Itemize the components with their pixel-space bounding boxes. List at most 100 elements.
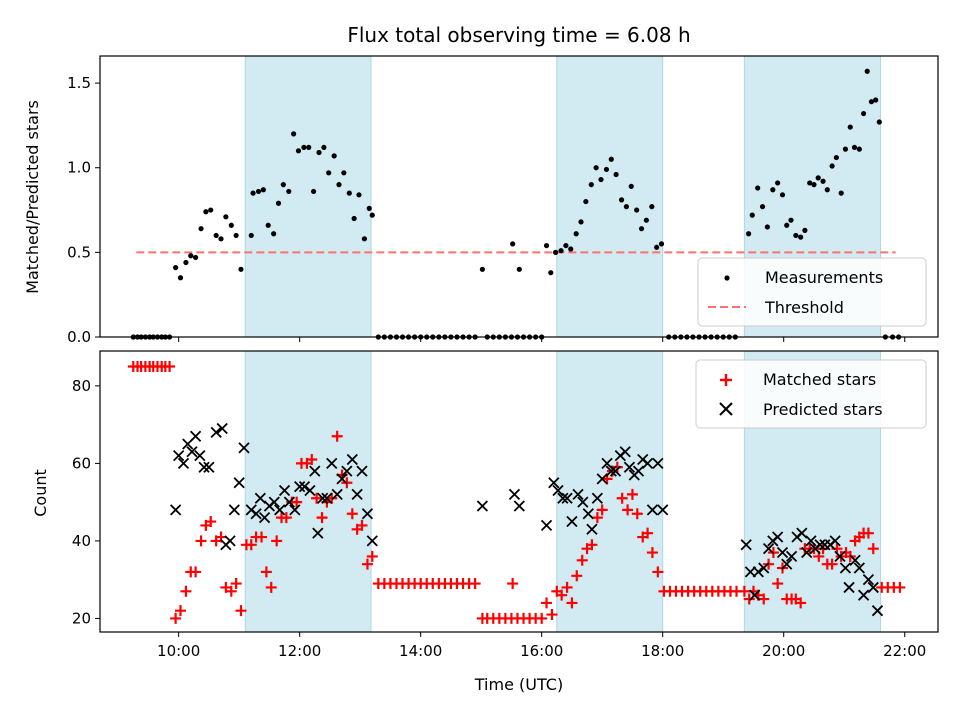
data-point — [758, 562, 770, 574]
x-tick-label: 18:00 — [641, 642, 684, 660]
data-point — [336, 182, 342, 188]
data-point — [250, 190, 256, 196]
data-point — [652, 566, 664, 578]
data-point — [331, 430, 343, 442]
legend-measurements-label: Measurements — [765, 268, 883, 287]
data-point — [271, 535, 283, 547]
observing-window — [556, 55, 664, 338]
data-point — [646, 547, 658, 559]
data-point — [642, 527, 654, 539]
data-point — [626, 488, 638, 500]
data-point — [255, 188, 262, 195]
data-point — [316, 512, 328, 524]
data-point — [868, 99, 875, 105]
data-point — [873, 97, 879, 103]
data-point — [298, 481, 311, 493]
count-points — [127, 361, 906, 624]
data-point — [743, 593, 755, 605]
data-point — [603, 166, 610, 173]
data-point — [622, 504, 634, 516]
data-point — [784, 222, 790, 228]
data-point — [796, 527, 808, 539]
data-point — [775, 180, 781, 186]
data-point — [611, 461, 623, 473]
data-point — [805, 535, 817, 547]
y-tick-label: 1.5 — [67, 74, 91, 92]
data-point — [291, 496, 303, 508]
data-point — [591, 512, 603, 524]
data-point — [623, 204, 629, 210]
x-tick-label: 12:00 — [278, 642, 321, 660]
data-point — [291, 131, 297, 137]
data-point — [894, 581, 906, 593]
data-point — [867, 543, 879, 555]
data-point — [346, 508, 358, 520]
data-point — [824, 187, 830, 193]
data-point — [572, 488, 584, 501]
data-point — [218, 236, 224, 242]
data-point — [758, 593, 770, 605]
data-point — [361, 558, 373, 570]
legend-bottom-frame — [695, 359, 927, 429]
data-point — [228, 222, 234, 228]
data-point — [306, 454, 318, 466]
data-point — [847, 124, 853, 130]
data-point — [198, 461, 210, 473]
data-point — [331, 153, 337, 159]
x-ticks-bottom: 10:00 12:00 14:00 16:00 18:00 20:00 22:00 — [157, 632, 926, 660]
data-point — [235, 605, 247, 617]
data-point — [186, 446, 198, 458]
data-point — [331, 488, 343, 501]
data-point — [366, 535, 378, 547]
y-tick-label: 80 — [72, 377, 91, 395]
data-point — [245, 539, 257, 551]
data-point — [577, 496, 589, 508]
data-point — [271, 231, 277, 237]
data-point — [811, 182, 817, 188]
data-point — [356, 192, 362, 198]
data-point — [652, 457, 664, 470]
y-tick-label: 0.5 — [67, 243, 91, 261]
data-point — [536, 612, 548, 624]
data-point — [793, 232, 799, 239]
data-point — [578, 219, 584, 225]
data-point — [356, 465, 368, 477]
data-point — [646, 504, 659, 516]
data-point — [311, 492, 323, 504]
y-tick-label: 0.0 — [67, 328, 91, 346]
data-point — [749, 589, 761, 601]
data-point — [623, 461, 636, 473]
data-point — [628, 183, 634, 189]
data-point — [776, 546, 789, 559]
data-point — [198, 226, 204, 232]
x-tick-label: 22:00 — [883, 642, 926, 660]
data-point — [833, 154, 839, 161]
data-point — [268, 496, 280, 508]
data-point — [586, 539, 598, 551]
data-point — [208, 207, 214, 213]
data-point — [230, 578, 242, 590]
data-point — [856, 146, 862, 152]
data-point — [205, 516, 217, 528]
data-point — [871, 605, 884, 617]
data-point — [213, 232, 219, 239]
legend-matched-label: Matched stars — [763, 370, 876, 389]
legend-matched-marker — [720, 374, 732, 386]
data-point — [341, 170, 347, 176]
legend-top-frame — [697, 257, 927, 327]
data-point — [508, 488, 521, 501]
x-tick-label: 16:00 — [520, 642, 563, 660]
data-point — [254, 492, 266, 504]
data-point — [568, 246, 574, 252]
data-point — [195, 535, 207, 547]
data-point — [814, 539, 826, 551]
data-point — [820, 178, 826, 184]
data-point — [843, 581, 855, 594]
data-point — [256, 531, 268, 543]
y-tick-label: 20 — [72, 609, 91, 627]
data-point — [210, 426, 222, 439]
x-tick-label: 20:00 — [762, 642, 805, 660]
data-point — [540, 519, 553, 532]
data-point — [516, 266, 522, 272]
data-point — [556, 589, 568, 601]
